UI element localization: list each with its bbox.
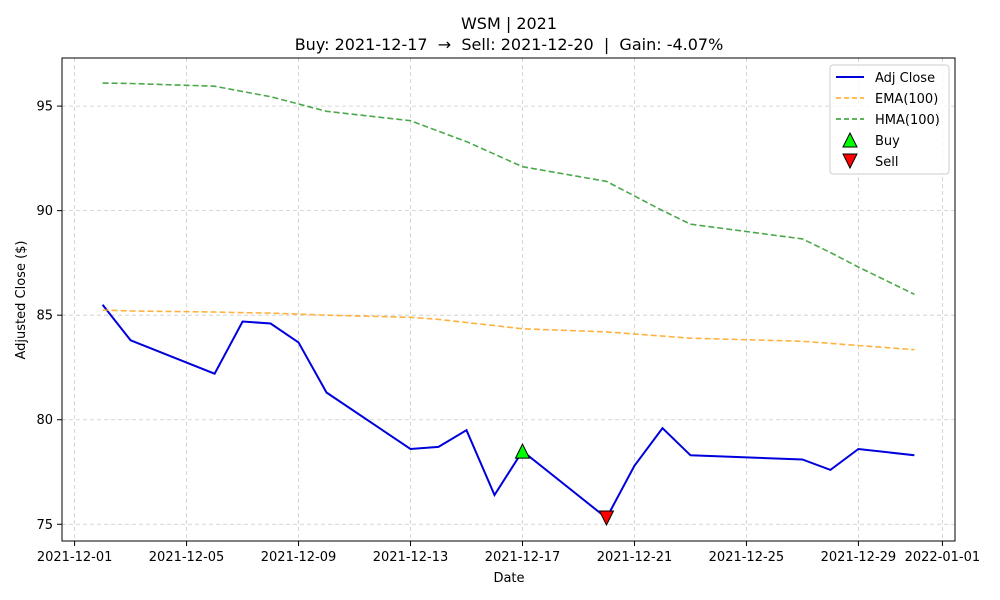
trade-markers [514,442,615,527]
chart-title: WSM | 2021 [461,14,557,33]
x-tick-label: 2021-12-29 [821,550,897,565]
x-tick-label: 2021-12-13 [373,550,449,565]
x-tick-label: 2021-12-25 [709,550,785,565]
x-tick-label: 2022-01-01 [905,550,981,565]
chart-subtitle: Buy: 2021-12-17 → Sell: 2021-12-20 | Gai… [295,35,724,54]
y-tick-label: 95 [36,100,53,115]
x-axis-label: Date [493,571,524,586]
y-tick-label: 75 [36,518,53,533]
x-axis-ticks: 2021-12-01 2021-12-05 2021-12-09 2021-12-13… [37,541,980,565]
legend-box [829,64,950,175]
y-tick-label: 85 [36,309,53,324]
y-axis-label: Adjusted Close ($) [14,241,29,360]
x-tick-label: 2021-12-09 [261,550,337,565]
x-tick-label: 2021-12-05 [149,550,225,565]
x-tick-label: 2021-12-01 [37,550,113,565]
legend-label-buy: Buy [875,134,900,149]
plot-area-frame [61,57,956,542]
sell-marker [598,510,615,527]
series-line-adj-close [101,304,915,520]
series-lines [101,82,915,520]
x-tick-label: 2021-12-17 [485,550,561,565]
x-tick-label: 2021-12-21 [597,550,673,565]
series-line-ema [102,309,915,351]
legend-buy-triangle-icon [842,131,858,148]
legend-sell-triangle-icon [842,153,858,170]
y-tick-label: 90 [36,204,53,219]
series-line-hma [102,82,915,296]
legend-label-sell: Sell [875,155,898,170]
legend: Adj Close EMA(100) HMA(100) Buy Sell [829,64,950,175]
legend-label-hma: HMA(100) [875,113,940,128]
y-axis-ticks: 75 80 85 90 95 [36,100,62,533]
legend-label-adj-close: Adj Close [875,71,935,86]
buy-marker [514,442,531,459]
legend-label-ema: EMA(100) [875,92,938,107]
y-tick-label: 80 [36,413,53,428]
